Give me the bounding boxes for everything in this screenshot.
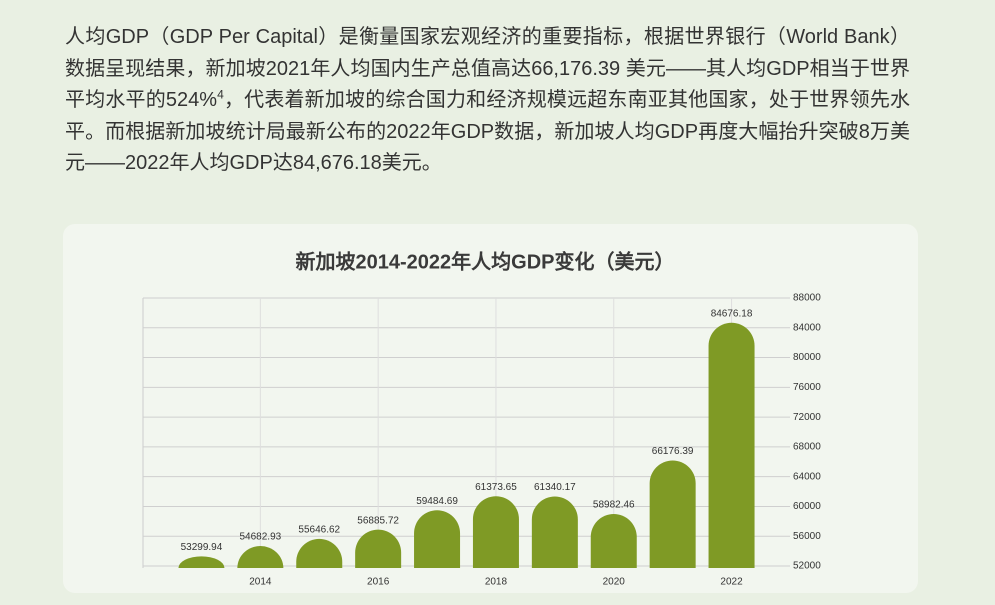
bar — [590, 514, 637, 568]
y-tick-label: 76000 — [793, 382, 821, 393]
x-tick-label: 2018 — [485, 577, 508, 588]
y-tick-label: 68000 — [793, 442, 821, 453]
data-label: 56885.72 — [357, 515, 399, 526]
data-label: 66176.39 — [652, 446, 694, 457]
bar — [237, 546, 284, 568]
data-label: 54682.93 — [239, 532, 281, 543]
data-label: 59484.69 — [416, 496, 458, 507]
y-tick-label: 60000 — [793, 501, 821, 512]
bar — [531, 496, 578, 568]
data-label: 61373.65 — [475, 482, 517, 493]
paragraph-text: ，代表着新加坡的综合国力和经济规模远超东南亚其他国家，处于世界领先水平。而根据新… — [65, 89, 911, 174]
bar — [296, 538, 343, 568]
y-tick-label: 52000 — [793, 561, 821, 572]
bar — [414, 510, 461, 568]
paragraph: 人均GDP（GDP Per Capital）是衡量国家宏观经济的重要指标，根据世… — [65, 22, 910, 180]
data-label: 58982.46 — [593, 500, 635, 511]
x-tick-label: 2016 — [367, 577, 390, 588]
bar — [649, 460, 696, 568]
y-tick-label: 56000 — [793, 531, 821, 542]
data-label: 84676.18 — [711, 308, 753, 319]
data-label: 55646.62 — [298, 524, 340, 535]
y-tick-label: 64000 — [793, 471, 821, 482]
paragraph-text: 人均GDP（GDP Per Capital）是衡量国家宏观经济的重要指标，根据世… — [65, 26, 910, 111]
bar — [178, 556, 225, 568]
y-tick-label: 88000 — [793, 293, 821, 304]
bar — [472, 496, 519, 568]
y-tick-label: 72000 — [793, 412, 821, 423]
y-tick-label: 84000 — [793, 322, 821, 333]
data-label: 61340.17 — [534, 482, 576, 493]
footnote-ref: 4 — [217, 87, 224, 102]
chart-title: 新加坡2014-2022年人均GDP变化（美元） — [296, 249, 675, 273]
bar — [708, 322, 755, 568]
data-label: 53299.94 — [181, 542, 223, 553]
y-tick-label: 80000 — [793, 352, 821, 363]
x-tick-label: 2022 — [720, 577, 743, 588]
bar — [355, 529, 402, 568]
x-tick-label: 2020 — [603, 577, 626, 588]
x-tick-label: 2014 — [249, 577, 272, 588]
